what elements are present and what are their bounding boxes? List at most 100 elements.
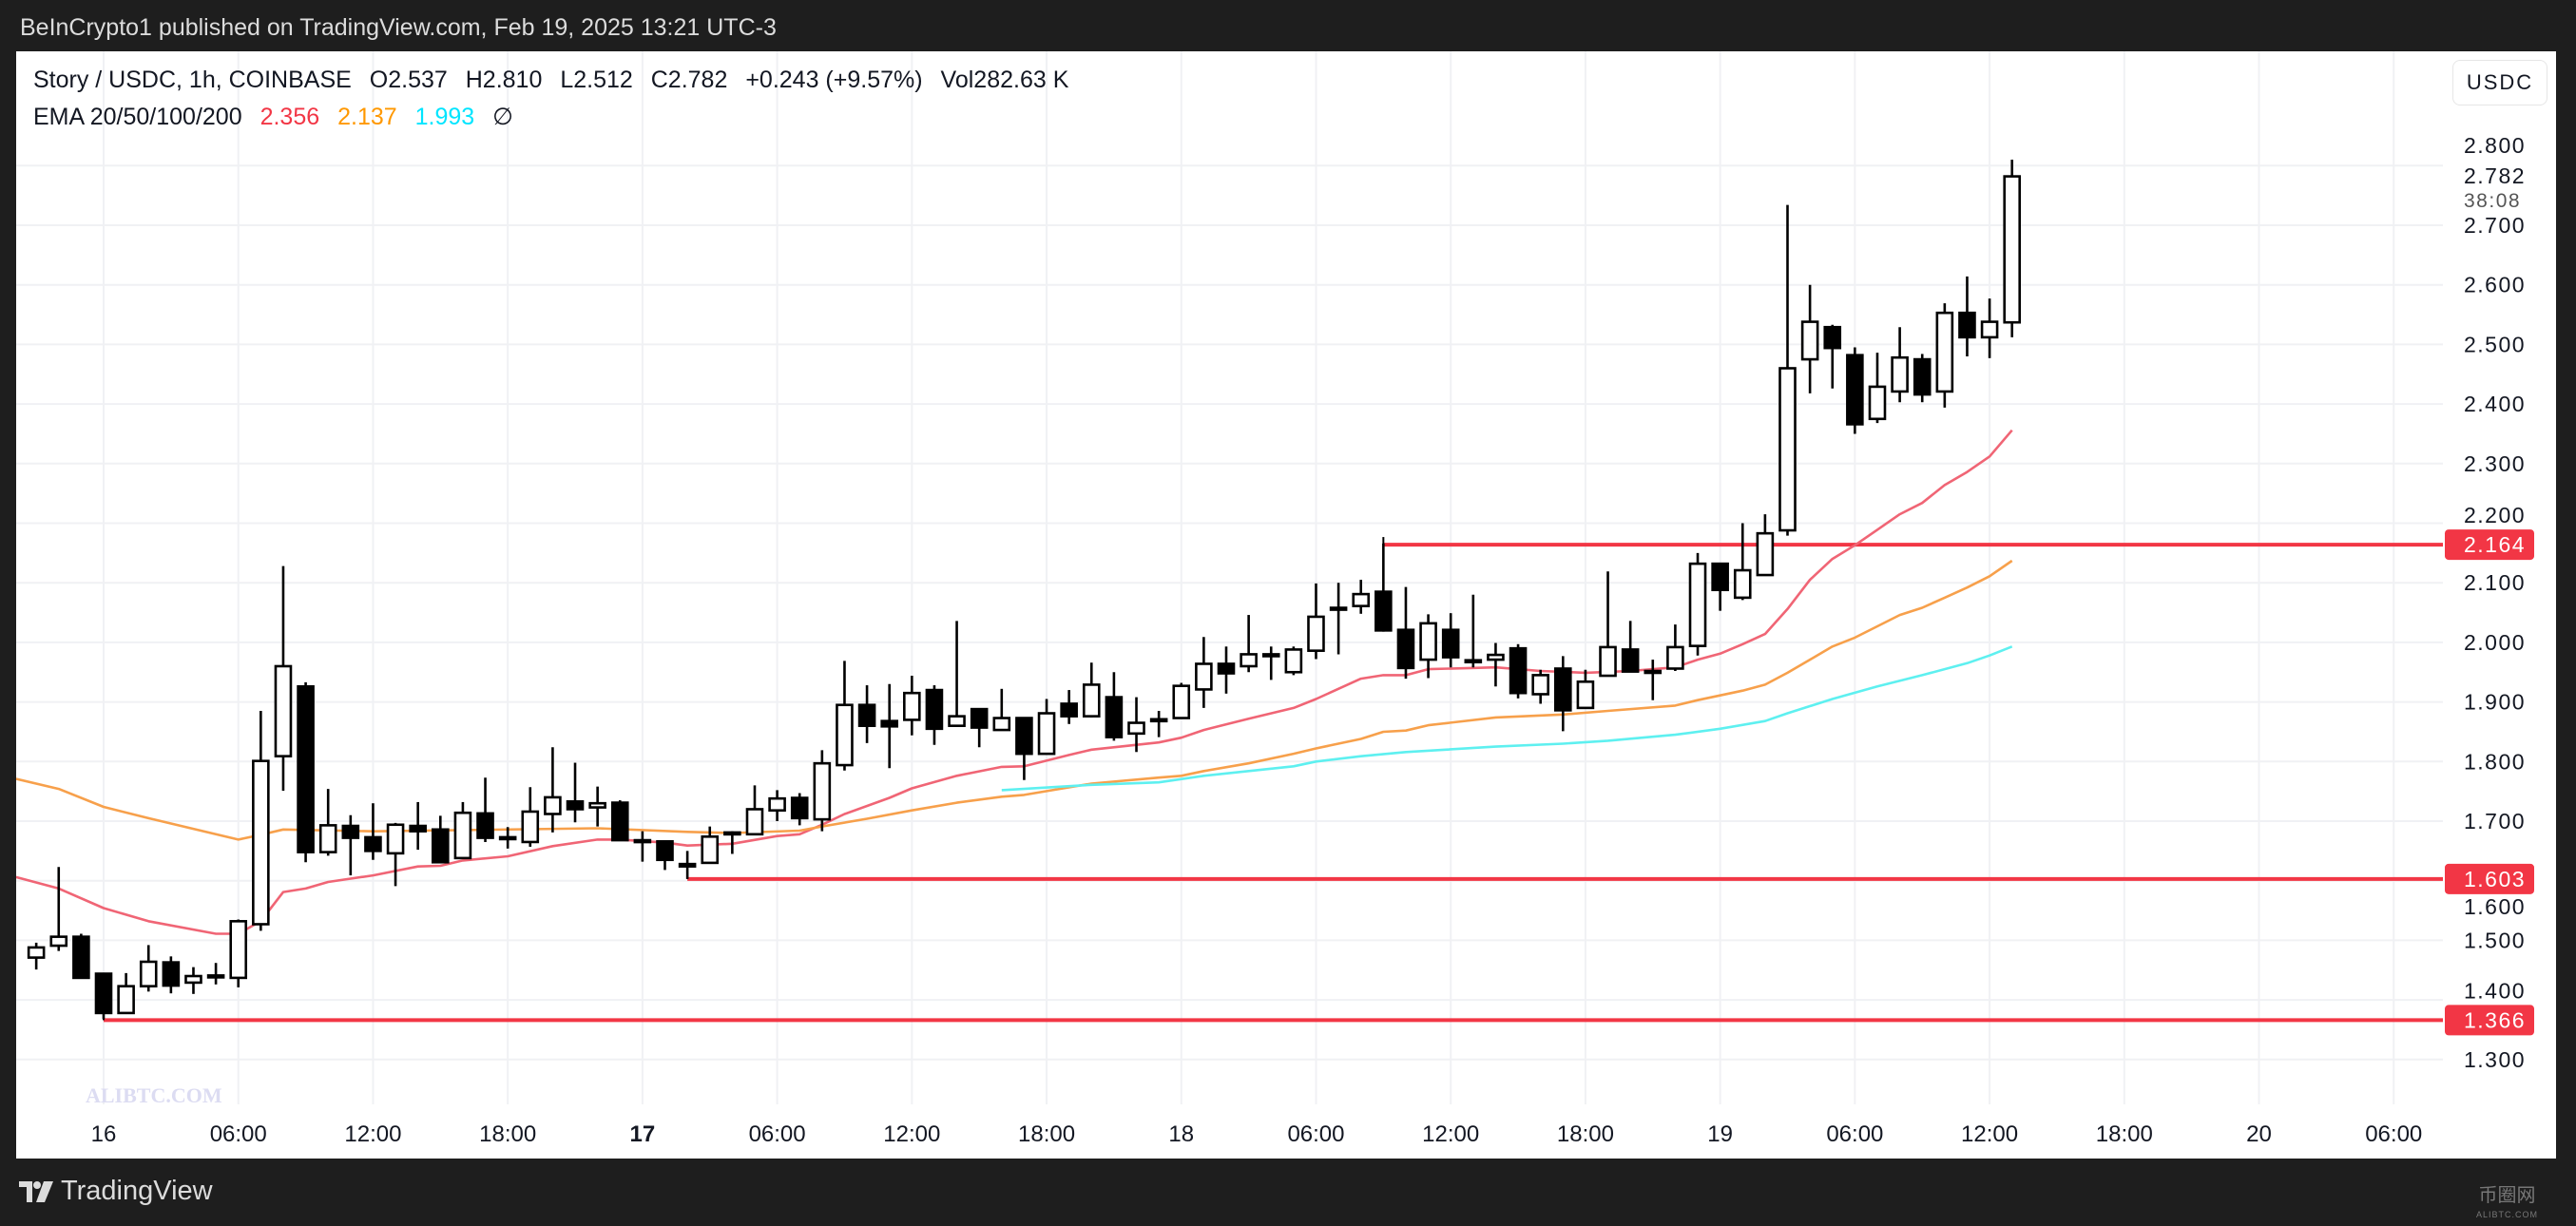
candle-up: [723, 831, 741, 854]
time-tick-label: 18:00: [1557, 1121, 1614, 1147]
time-tick-label: 06:00: [749, 1121, 806, 1147]
currency-button[interactable]: USDC: [2452, 60, 2547, 105]
candle-body: [1599, 645, 1617, 678]
candle-up: [1733, 523, 1752, 601]
candle-down: [297, 681, 315, 863]
candle-body: [1666, 645, 1684, 670]
candle-body: [970, 707, 989, 729]
candle-up: [992, 688, 1011, 732]
candle-body: [1329, 606, 1348, 611]
candle-body: [633, 838, 652, 844]
time-tick-label: 06:00: [210, 1121, 267, 1147]
candle-body: [790, 796, 809, 820]
candle-up: [1778, 204, 1797, 536]
candle-down: [1823, 324, 1842, 389]
candle-down: [1846, 347, 1864, 434]
candle-body: [1127, 721, 1145, 736]
price-tick-label: 1.500: [2464, 928, 2526, 952]
candle-up: [1688, 552, 1707, 656]
price-tick-label: 2.000: [2464, 630, 2526, 655]
ema-indicator-label[interactable]: EMA 20/50/100/200: [33, 104, 242, 130]
candle-body: [1891, 355, 1909, 393]
candle-up: [49, 867, 68, 951]
candle-up: [588, 786, 606, 827]
candle-down: [1375, 543, 1393, 632]
candle-body: [1240, 653, 1258, 668]
candle-up: [2003, 160, 2021, 337]
candle-up: [1666, 624, 1684, 671]
volume: Vol282.63 K: [940, 67, 1069, 93]
candle-up: [184, 967, 202, 994]
candle-up: [1531, 669, 1549, 704]
candle-down: [1958, 276, 1976, 356]
candle-up: [1419, 614, 1437, 679]
candle-body: [1756, 531, 1775, 577]
price-badge: [2445, 1005, 2534, 1036]
price-tick-label: 1.700: [2464, 809, 2526, 833]
candle-body: [1823, 325, 1842, 350]
candle-up: [27, 942, 46, 970]
candle-up: [813, 750, 832, 832]
candle-body: [2003, 175, 2021, 324]
candle-body: [678, 862, 697, 868]
price-tick-label: 2.800: [2464, 133, 2526, 158]
candle-down: [790, 793, 809, 826]
price-change: +0.243 (+9.57%): [745, 67, 923, 93]
candle-body: [1217, 662, 1236, 675]
candle-up: [1980, 298, 1999, 358]
candle-down: [1913, 354, 1932, 403]
candle-body: [948, 715, 966, 727]
time-tick-label: 06:00: [1826, 1121, 1883, 1147]
candle-up: [701, 826, 720, 865]
candle-up: [1644, 660, 1663, 700]
candle-body: [768, 796, 786, 813]
tradingview-logo[interactable]: TradingView: [19, 1176, 213, 1207]
candle-body: [318, 824, 337, 853]
candle-down: [1711, 562, 1729, 611]
candle-body: [341, 824, 360, 839]
ema100-value: 1.993: [414, 104, 475, 130]
candle-down: [1509, 643, 1528, 699]
candle-body: [1375, 590, 1393, 632]
candle-up: [1599, 571, 1617, 678]
candle-body: [453, 811, 472, 860]
price-tick-label: 1.900: [2464, 690, 2526, 715]
candle-body: [94, 972, 113, 1015]
candle-body: [1037, 712, 1056, 756]
candle-up: [633, 831, 652, 862]
candle-body: [1958, 311, 1976, 339]
time-tick-label: 06:00: [2365, 1121, 2422, 1147]
candle-body: [476, 812, 494, 839]
candle-body: [1464, 659, 1483, 664]
candle-up: [521, 787, 540, 847]
candle-down: [162, 956, 181, 994]
ema-lines: [16, 429, 2013, 935]
candle-body: [1913, 357, 1932, 396]
candle-up: [206, 963, 225, 985]
candle-down: [857, 685, 876, 743]
time-tick-label: 18:00: [1018, 1121, 1075, 1147]
watermark-logo: 币圈网 ALIBTC.COM: [2476, 1186, 2538, 1224]
candle-up: [1868, 353, 1887, 424]
candle-up: [948, 621, 966, 727]
symbol-title[interactable]: Story / USDC, 1h, COINBASE: [33, 67, 352, 93]
candle-up: [498, 827, 517, 849]
price-tick-label: 1.400: [2464, 978, 2526, 1003]
candle-up: [1037, 699, 1056, 756]
candle-body: [274, 664, 293, 757]
candle-up: [318, 789, 337, 856]
candle-body: [610, 801, 629, 842]
candle-up: [903, 676, 921, 736]
price-axis: 2.800 2.700 2.600 2.500 2.400 2.300 2.200 2.100…: [2464, 133, 2526, 1072]
time-tick-label: 18:00: [2096, 1121, 2153, 1147]
candle-body: [836, 703, 854, 767]
candle-body: [992, 717, 1011, 732]
candle-up: [1307, 583, 1325, 660]
price-tick-label: 2.200: [2464, 503, 2526, 527]
candle-up: [1756, 514, 1775, 577]
last-price-value: 2.782: [2464, 163, 2526, 188]
candle-body: [1172, 684, 1191, 719]
candle-body: [1060, 702, 1078, 718]
price-tick-label: 1.300: [2464, 1047, 2526, 1072]
